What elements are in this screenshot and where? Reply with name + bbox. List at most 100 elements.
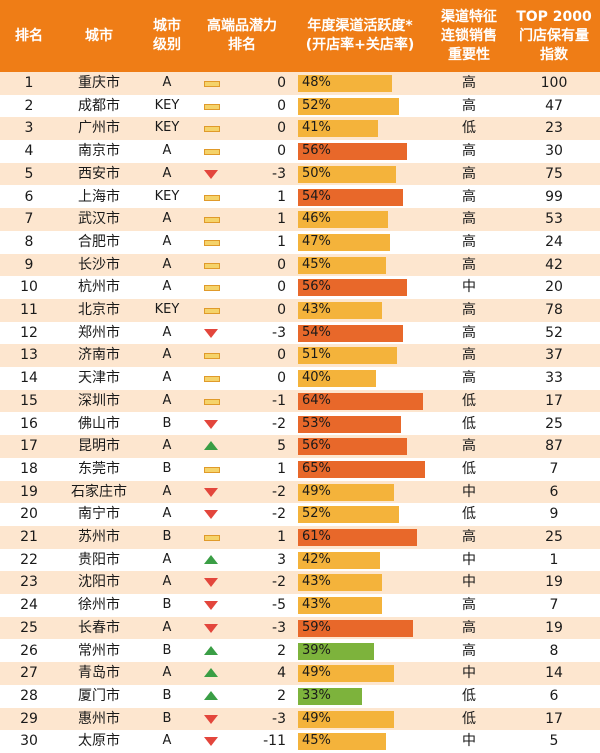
chain-importance-cell: 中 [462, 665, 476, 682]
table-row: 16 佛山市 B -2 53% 低 25 [0, 412, 600, 436]
activity-cell: 54% [294, 186, 430, 209]
table-row: 25 长春市 A -3 59% 高 19 [0, 616, 600, 640]
rank-cell: 6 [24, 188, 34, 205]
activity-label: 54% [302, 188, 331, 204]
city-cell: 天津市 [78, 370, 120, 387]
potential-rank-change-cell: 4 [277, 665, 286, 682]
rank-cell: 11 [20, 302, 38, 318]
trend-flat-icon [204, 194, 220, 201]
store-index-cell: 6 [549, 483, 559, 500]
header-channel-activity: 年度渠道活跃度* (开店率+关店率) [305, 18, 415, 53]
activity-label: 39% [302, 642, 331, 658]
table-row: 20 南宁市 A -2 52% 低 9 [0, 503, 600, 526]
city-cell: 惠州市 [78, 710, 120, 727]
activity-bar [298, 120, 378, 138]
header-potential-rank: 高端品潜力 排名 [207, 18, 277, 53]
trend-cell [196, 640, 226, 663]
potential-rank-change-cell: 2 [277, 642, 286, 659]
table-row: 21 苏州市 B 1 61% 高 25 [0, 526, 600, 549]
activity-label: 49% [302, 710, 331, 726]
city-cell: 杭州市 [78, 279, 120, 296]
trend-up-icon [204, 668, 218, 678]
store-index-cell: 30 [545, 143, 563, 160]
chain-importance-cell: 高 [462, 302, 476, 318]
store-index-cell: 19 [545, 574, 563, 591]
city-level-cell: B [162, 687, 172, 703]
city-level-cell: B [162, 415, 172, 431]
table-row: 23 沈阳市 A -2 43% 中 19 [0, 571, 600, 595]
potential-rank-change-cell: -3 [272, 710, 286, 727]
table-row: 2 成都市 KEY 0 52% 高 47 [0, 94, 600, 118]
city-cell: 石家庄市 [71, 483, 127, 500]
activity-cell: 42% [294, 549, 430, 572]
chain-importance-cell: 高 [462, 370, 476, 387]
potential-rank-change-cell: -5 [272, 597, 286, 614]
activity-label: 45% [302, 256, 331, 272]
trend-cell [196, 254, 226, 277]
table-row: 29 惠州市 B -3 49% 低 17 [0, 707, 600, 731]
chain-importance-cell: 低 [462, 506, 476, 523]
city-level-cell: KEY [154, 188, 180, 204]
chain-importance-cell: 中 [462, 483, 476, 500]
rank-cell: 24 [20, 597, 38, 614]
rank-cell: 18 [20, 460, 38, 477]
rank-cell: 16 [20, 415, 38, 432]
activity-label: 43% [302, 574, 331, 590]
rank-cell: 30 [20, 733, 38, 750]
rank-cell: 25 [20, 619, 38, 636]
rank-cell: 20 [20, 506, 38, 523]
activity-bar [298, 233, 390, 251]
chain-importance-cell: 高 [462, 233, 476, 250]
activity-bar [298, 256, 386, 274]
activity-label: 56% [302, 143, 331, 159]
trend-cell [196, 186, 226, 209]
trend-flat-icon [204, 466, 220, 473]
activity-bar [298, 687, 363, 705]
city-level-cell: A [162, 665, 172, 681]
activity-cell: 49% [294, 481, 430, 504]
store-index-cell: 9 [549, 506, 559, 523]
rank-cell: 19 [20, 483, 38, 500]
trend-down-icon [204, 737, 218, 747]
activity-cell: 53% [294, 413, 430, 436]
city-level-cell: KEY [154, 302, 180, 317]
trend-flat-icon [204, 308, 220, 314]
store-index-cell: 52 [545, 324, 563, 341]
city-cell: 昆明市 [78, 438, 120, 455]
activity-bar [298, 574, 382, 592]
city-level-cell: KEY [154, 120, 180, 136]
chain-importance-cell: 高 [462, 347, 476, 364]
rank-cell: 4 [24, 143, 34, 160]
chain-importance-cell: 高 [462, 97, 476, 114]
activity-label: 51% [302, 347, 331, 363]
activity-bar [298, 551, 380, 569]
trend-cell [196, 367, 226, 390]
potential-rank-change-cell: 0 [277, 143, 286, 160]
store-index-cell: 78 [545, 302, 563, 318]
potential-rank-change-cell: -3 [272, 165, 286, 182]
city-cell: 济南市 [78, 347, 120, 364]
trend-cell [196, 662, 226, 685]
city-cell: 重庆市 [78, 75, 120, 91]
chain-importance-cell: 高 [462, 211, 476, 228]
activity-cell: 40% [294, 367, 430, 390]
rank-cell: 23 [20, 574, 38, 591]
city-level-cell: B [162, 642, 172, 658]
trend-cell [196, 526, 226, 549]
chain-importance-cell: 高 [462, 143, 476, 160]
city-cell: 广州市 [78, 120, 120, 137]
trend-cell [196, 617, 226, 640]
activity-bar [298, 483, 394, 501]
chain-importance-cell: 高 [462, 597, 476, 614]
trend-down-icon [204, 169, 218, 179]
store-index-cell: 100 [540, 75, 568, 91]
city-level-cell: A [162, 370, 172, 386]
chain-importance-cell: 高 [462, 256, 476, 273]
activity-label: 53% [302, 415, 331, 431]
activity-bar [298, 597, 382, 615]
store-index-cell: 19 [545, 619, 563, 636]
rank-cell: 27 [20, 665, 38, 682]
city-level-cell: A [162, 75, 172, 90]
table-row: 13 济南市 A 0 51% 高 37 [0, 344, 600, 368]
